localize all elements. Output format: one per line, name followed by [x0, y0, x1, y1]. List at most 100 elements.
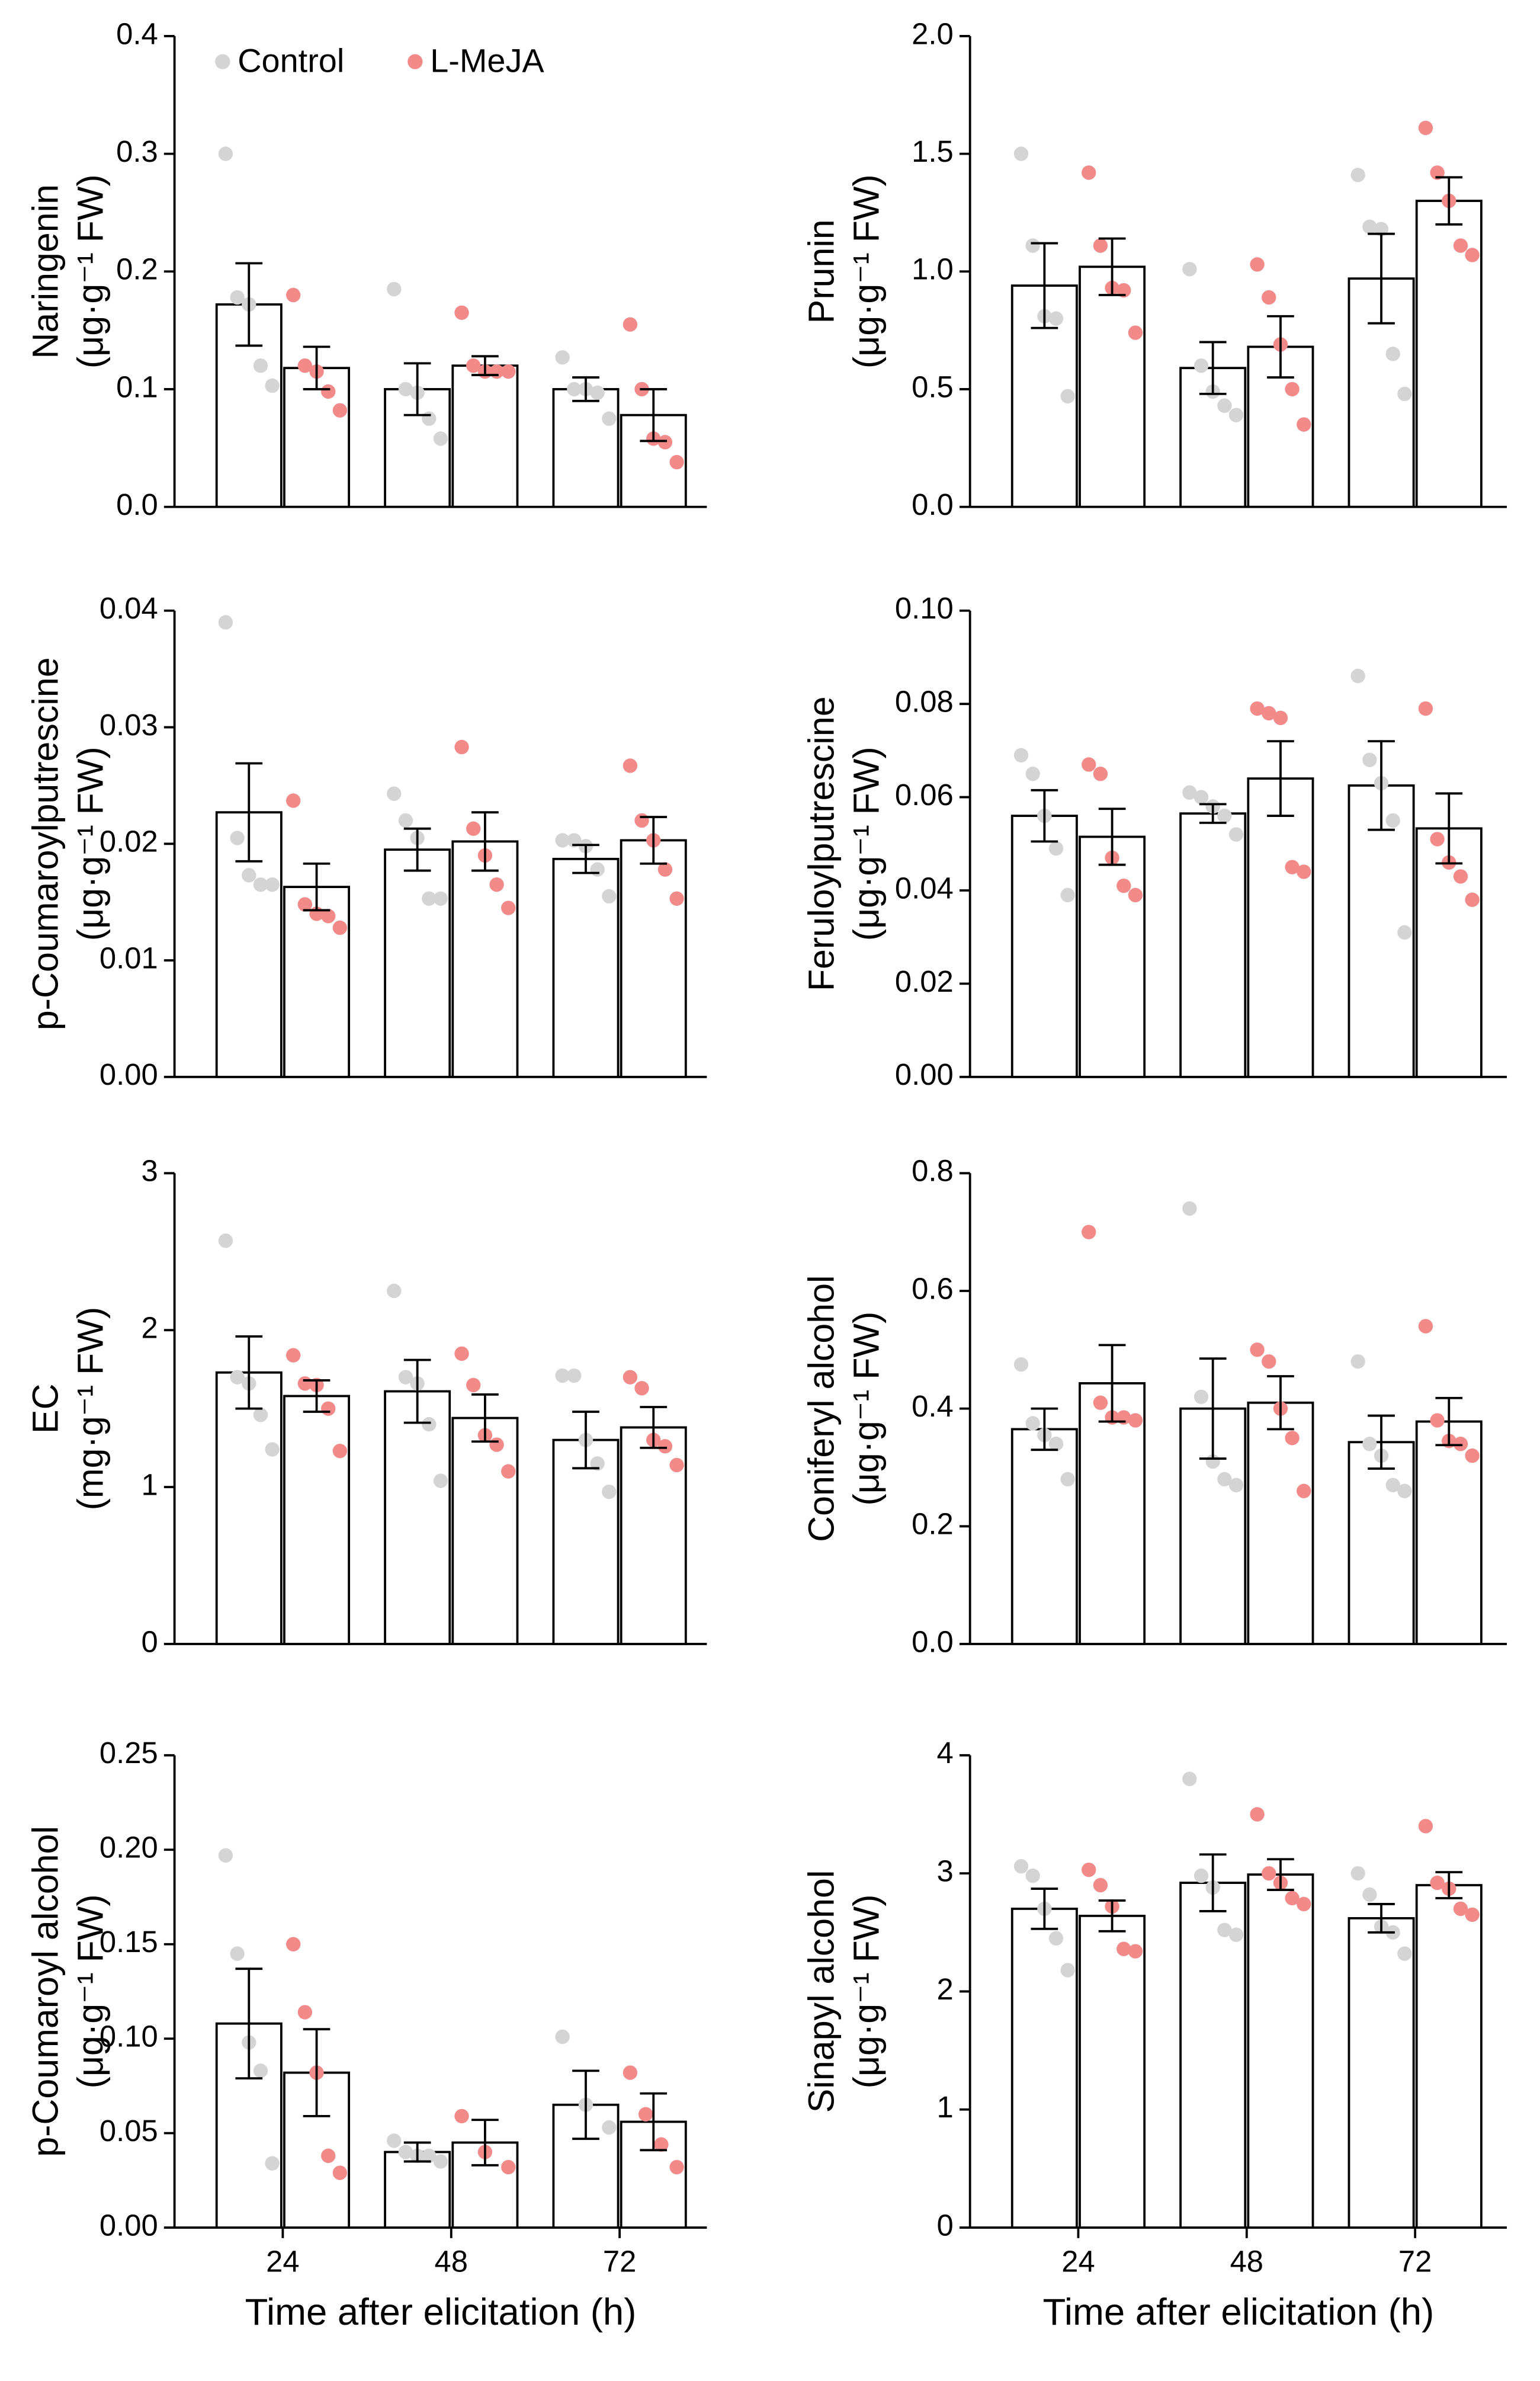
bar — [384, 1390, 451, 1645]
data-point — [1385, 1478, 1400, 1492]
data-point — [602, 411, 617, 426]
y-tick-label: 0.02 — [100, 825, 158, 858]
error-bar — [1098, 1899, 1126, 1933]
panel: 0 1 2 3 4 Sinapyl alcohol (μg·g⁻¹ FW) 24 48 72 Tim… — [801, 1736, 1507, 2333]
error-bar — [640, 388, 668, 443]
data-point — [1273, 710, 1288, 725]
data-point — [433, 1473, 448, 1488]
data-point — [1060, 1472, 1075, 1487]
y-axis-title: Prunin — [801, 219, 841, 323]
data-point — [1418, 1819, 1433, 1834]
data-point — [1060, 389, 1075, 404]
error-bar — [1031, 789, 1058, 843]
error-bar — [1199, 1853, 1227, 1912]
data-point — [1228, 1478, 1244, 1492]
x-axis-title: Time after elicitation (h) — [1042, 2292, 1434, 2333]
error-bar — [1199, 1357, 1227, 1460]
y-tick-label: 0 — [937, 2208, 954, 2242]
data-point — [1262, 1354, 1276, 1369]
data-point — [1013, 748, 1029, 762]
y-tick-label: 0.08 — [895, 685, 954, 719]
data-point — [253, 2063, 268, 2078]
data-point — [1350, 1354, 1365, 1369]
data-point — [433, 431, 448, 446]
y-tick-label: 0.2 — [116, 252, 158, 286]
error-bar — [1031, 242, 1058, 329]
bar — [451, 364, 519, 508]
data-point — [433, 2154, 448, 2169]
bar — [1415, 200, 1483, 508]
data-point — [398, 382, 413, 397]
legend-marker — [215, 54, 230, 69]
data-point — [454, 1346, 469, 1361]
data-point — [1082, 757, 1096, 772]
data-point — [1048, 1437, 1064, 1451]
y-tick-label: 1 — [937, 2090, 954, 2124]
bar — [1247, 1873, 1314, 2229]
data-point — [1362, 219, 1377, 234]
panel: 0.00 0.01 0.02 0.03 0.04 p-Coumaroylputrescin… — [25, 591, 707, 1091]
bar — [384, 848, 451, 1078]
data-point — [1430, 832, 1445, 847]
bar — [1079, 835, 1146, 1078]
data-point — [433, 891, 448, 906]
data-point — [602, 2120, 617, 2135]
data-point — [1194, 1389, 1209, 1404]
error-bar — [471, 355, 499, 376]
data-point — [1465, 1448, 1480, 1463]
data-point — [332, 2165, 348, 2180]
error-bar — [1098, 807, 1126, 866]
data-point — [1430, 1413, 1445, 1428]
error-bar — [572, 376, 599, 402]
data-point — [1116, 1941, 1131, 1956]
legend-marker — [408, 54, 423, 69]
y-axis-title: (μg·g⁻¹ FW) — [846, 1312, 887, 1506]
data-point — [638, 2107, 653, 2122]
data-point — [466, 1377, 481, 1393]
y-tick-label: 2.0 — [912, 17, 954, 50]
error-bar — [471, 2119, 499, 2167]
data-point — [654, 2137, 669, 2152]
data-point — [218, 1233, 233, 1248]
data-point — [454, 2108, 469, 2124]
y-tick-label: 0.25 — [100, 1736, 158, 1770]
data-point — [285, 287, 301, 303]
y-tick-label: 0.2 — [912, 1507, 954, 1541]
data-point — [1128, 887, 1143, 903]
panel: 0.00 0.05 0.10 0.15 0.20 0.25 p-Coumaroyl alco… — [25, 1736, 707, 2333]
data-point — [1093, 238, 1108, 253]
data-point — [1013, 146, 1029, 161]
data-point — [1250, 701, 1265, 716]
data-point — [1217, 1922, 1232, 1937]
error-bar — [303, 1379, 331, 1413]
error-bar — [303, 345, 331, 390]
bar — [283, 1395, 351, 1645]
data-point — [1285, 1431, 1300, 1446]
y-tick-label: 0.8 — [912, 1154, 954, 1188]
error-bar — [1199, 803, 1227, 824]
data-point — [501, 901, 516, 915]
y-tick-label: 0.3 — [116, 134, 158, 168]
y-tick-label: 0.00 — [100, 1057, 158, 1091]
data-point — [1082, 1862, 1096, 1877]
error-bar — [471, 811, 499, 872]
data-point — [1453, 1901, 1468, 1917]
data-point — [253, 877, 268, 892]
y-axis-title: EC — [25, 1383, 65, 1434]
data-point — [501, 364, 516, 379]
data-point — [422, 891, 437, 906]
error-bar — [303, 862, 331, 912]
data-point — [555, 1368, 570, 1383]
y-tick-label: 1 — [141, 1467, 158, 1501]
error-bar — [235, 262, 263, 347]
error-bar — [235, 1967, 263, 2080]
data-point — [1465, 248, 1480, 262]
error-bar — [1199, 341, 1227, 395]
x-tick-label: 48 — [435, 2244, 468, 2278]
data-point — [1182, 262, 1197, 277]
data-point — [1430, 1875, 1445, 1890]
data-point — [1060, 1963, 1075, 1978]
y-tick-label: 0.01 — [100, 941, 158, 975]
data-point — [1025, 1868, 1040, 1883]
data-point — [1362, 1887, 1377, 1902]
